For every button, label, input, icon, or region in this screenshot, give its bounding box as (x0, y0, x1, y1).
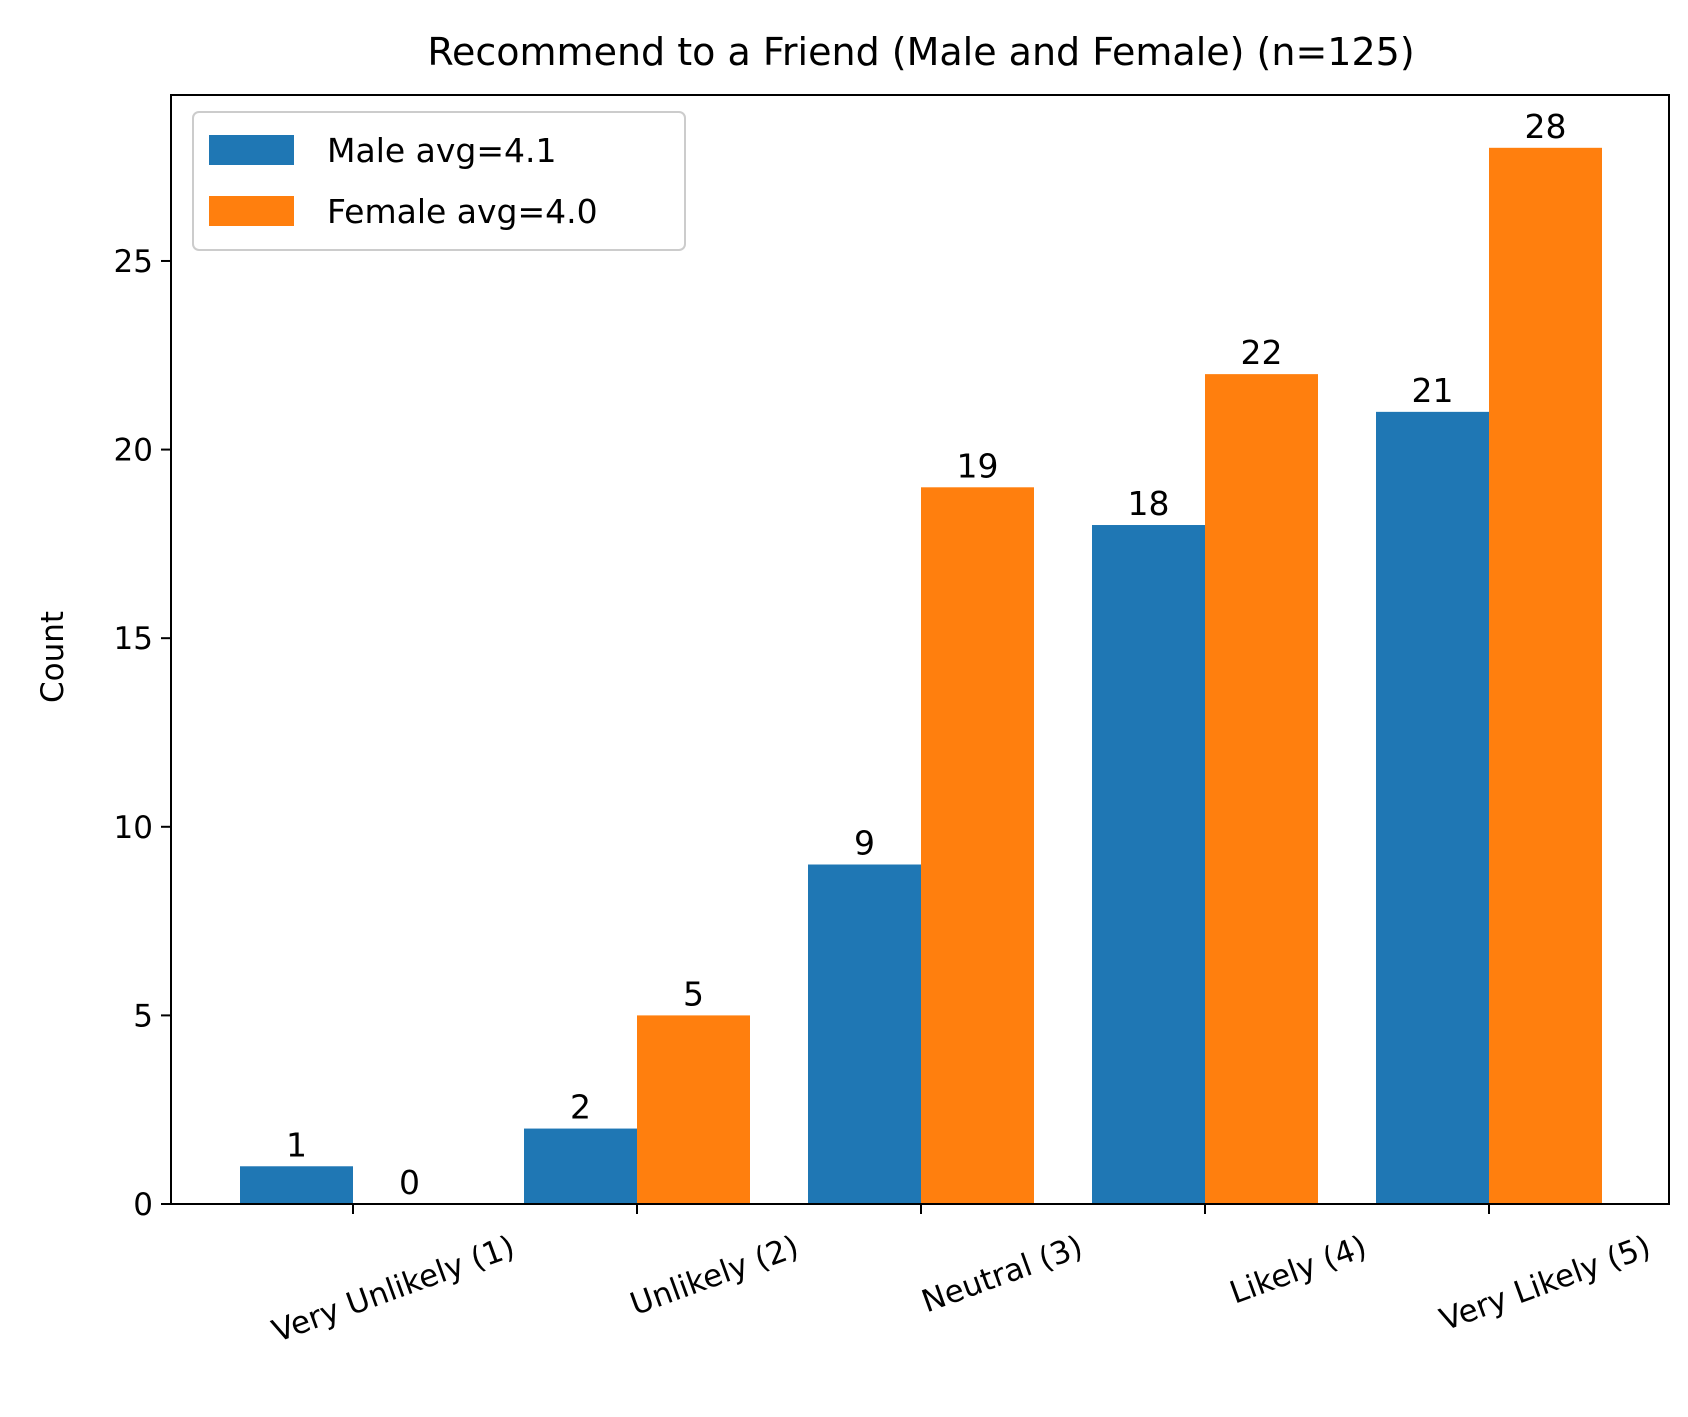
bar-male-4 (1092, 525, 1205, 1204)
y-tick-label-10: 10 (114, 810, 153, 846)
bar-female-3 (921, 487, 1034, 1204)
bar-male-2 (524, 1128, 637, 1204)
data-label-female-4: 22 (1241, 333, 1283, 372)
data-label-male-2: 2 (570, 1088, 591, 1127)
legend: Male avg=4.1 Female avg=4.0 (192, 111, 686, 251)
legend-label-female: Female avg=4.0 (327, 192, 598, 231)
bar-male-1 (240, 1166, 353, 1204)
y-tick-label-20: 20 (114, 433, 153, 469)
data-label-male-4: 18 (1128, 484, 1170, 523)
bar-female-5 (1489, 147, 1602, 1204)
data-label-female-2: 5 (683, 974, 704, 1013)
data-label-female-5: 28 (1525, 107, 1567, 146)
data-label-male-5: 21 (1412, 371, 1454, 410)
data-label-female-3: 19 (957, 446, 999, 485)
bar-male-3 (808, 864, 921, 1204)
legend-swatch-male (209, 135, 294, 165)
bars-layer (240, 147, 1602, 1204)
data-label-male-3: 9 (854, 824, 875, 863)
bar-female-4 (1205, 374, 1318, 1204)
chart-title: Recommend to a Friend (Male and Female) … (427, 30, 1414, 74)
y-tick-label-0: 0 (133, 1187, 153, 1223)
data-labels-layer: 1 2 9 18 21 0 5 19 22 28 (286, 107, 1567, 1202)
y-tick-label-5: 5 (133, 998, 153, 1034)
legend-swatch-female (209, 196, 294, 226)
y-axis-label: Count (35, 611, 71, 703)
y-tick-label-25: 25 (114, 244, 153, 280)
plot-frame (170, 94, 1670, 1205)
y-axis: 0 5 10 15 20 25 (114, 244, 171, 1223)
bar-male-5 (1376, 411, 1489, 1204)
legend-box (192, 111, 686, 251)
bar-female-2 (637, 1015, 750, 1204)
legend-label-male: Male avg=4.1 (327, 131, 557, 170)
y-tick-label-15: 15 (114, 621, 153, 657)
data-label-male-1: 1 (286, 1125, 307, 1164)
data-label-female-1: 0 (399, 1163, 420, 1202)
